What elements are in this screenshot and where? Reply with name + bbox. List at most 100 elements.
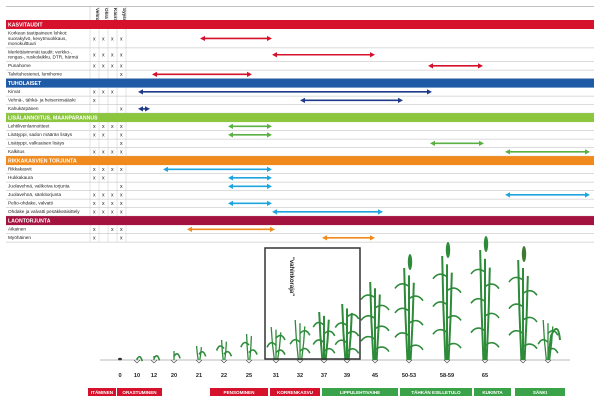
table-row: Lehtilivenlannoitteet x x x x — [6, 122, 594, 131]
growth-stage-number: 20 — [171, 373, 177, 379]
row-label-cont: rengas-, ruskolaikku, DTR, härmä — [8, 55, 78, 60]
timing-arrow — [228, 183, 272, 189]
timing-arrow — [200, 35, 272, 42]
crop-mark: x — [111, 167, 114, 173]
crop-mark: x — [120, 193, 123, 199]
svg-text:PENSOMINEN: PENSOMINEN — [224, 390, 256, 395]
table-row: Juolavehnä, sänkitorjunta x x x x — [6, 190, 594, 200]
section-title: KASVITAUDIT — [8, 22, 43, 28]
column-label: Vehnä — [95, 8, 100, 22]
growth-stage-number: 65 — [482, 373, 488, 379]
section-title: RIKKAKASVIEN TORJUNTA — [8, 159, 77, 165]
row-label: Hukkakaura — [8, 175, 33, 180]
crop-mark: x — [120, 227, 123, 233]
crop-mark: x — [120, 64, 123, 70]
wheat-plant — [470, 236, 500, 364]
crop-mark: x — [102, 176, 105, 182]
column-label: Kaura — [113, 8, 118, 21]
wheat-plant — [266, 326, 286, 364]
crop-mark: x — [93, 124, 96, 130]
crop-mark: x — [120, 150, 123, 156]
wheat-plant — [432, 242, 462, 364]
timing-arrow — [272, 209, 383, 215]
crop-mark: x — [111, 210, 114, 216]
section-title: LISÄLANNOITUS, MAANPARANNUS — [8, 115, 98, 122]
table-row: Merkittävimmät taudit: verkko-,rengas-, … — [6, 47, 594, 62]
svg-text:ITÄMINEN: ITÄMINEN — [91, 389, 114, 395]
wheat-plant — [170, 351, 181, 364]
table-row: Rikkakasvit x x x x — [6, 165, 594, 174]
crop-mark: x — [102, 201, 105, 207]
row-label: Kalkitus — [8, 149, 25, 154]
column-label: Syysviljat — [122, 8, 127, 30]
table-row: Aikainen x x x — [6, 225, 594, 234]
table-row: Kirvat x x x — [6, 87, 594, 97]
phase-label: ITÄMINEN — [88, 388, 116, 396]
crop-mark: x — [93, 176, 96, 182]
phase-label: ORASTUMINEN — [117, 388, 162, 396]
row-label: Rikkakasvit — [8, 167, 32, 172]
crop-mark: x — [93, 227, 96, 233]
table-row: Juolavehnä, valikoiva torjunta x — [6, 182, 594, 191]
phase-label: LIPPULEHTIVAIHE — [322, 388, 398, 396]
crop-mark: x — [102, 193, 105, 199]
timing-arrow — [163, 166, 272, 172]
row-label: Juolavehnä, valikoiva torjunta — [8, 184, 70, 189]
wheat-plant — [508, 246, 538, 364]
table-row: Punahome x x x x — [6, 61, 594, 71]
timing-arrows — [138, 35, 590, 241]
growth-stage-number: 12 — [151, 373, 157, 379]
crop-mark: x — [111, 124, 114, 130]
crop-mark: x — [102, 210, 105, 216]
crop-mark: x — [102, 53, 105, 59]
svg-text:KORRENKASVU: KORRENKASVU — [277, 390, 314, 395]
crop-mark: x — [120, 210, 123, 216]
crop-mark: x — [93, 98, 96, 104]
crop-mark: x — [120, 184, 123, 190]
crop-mark: x — [93, 201, 96, 207]
row-label: Punahome — [8, 63, 31, 68]
table-row: Korkean tautipaineen lohkot:suorakylvö, … — [6, 29, 594, 49]
growth-stage-number: 31 — [273, 373, 279, 379]
crop-mark: x — [93, 36, 96, 42]
timing-arrow — [228, 175, 272, 181]
phase-label: KUKINTA — [474, 388, 511, 396]
growth-stage-numbers: 0 10 12 20 21 22 25 31 32 37 39 45 50-53 58-59 65 — [118, 373, 488, 379]
crop-mark: x — [120, 124, 123, 130]
row-label: Ohdake ja valvatti pesäkkeäisittely — [8, 209, 80, 214]
row-label-cont: suorakylvö, kevytmuokkaus, — [8, 36, 67, 41]
crop-mark: x — [111, 193, 114, 199]
crop-mark: x — [93, 90, 96, 96]
row-label: Juolavehnä, sänkitorjunta — [8, 192, 62, 197]
crop-mark: x — [111, 64, 114, 70]
crop-mark: x — [102, 64, 105, 70]
growth-stage-illustration — [100, 236, 570, 364]
timing-arrow — [138, 106, 150, 112]
crop-mark: x — [93, 64, 96, 70]
timing-arrow — [272, 52, 375, 58]
wheat-plant — [118, 357, 122, 361]
growth-stage-number: 50-53 — [402, 373, 416, 379]
crop-mark: x — [120, 167, 123, 173]
crop-mark: x — [111, 90, 114, 96]
crop-mark: x — [93, 150, 96, 156]
growth-stage-number: 58-59 — [440, 373, 454, 379]
wheat-plant — [360, 281, 390, 364]
section-band — [6, 216, 594, 226]
section-title: LAONTORJUNTA — [8, 219, 51, 225]
row-label: Kahukärpänen — [8, 106, 39, 111]
timing-arrow — [428, 63, 483, 69]
row-label: Kirvat — [8, 89, 21, 94]
svg-text:TÄHKÄN ESILLETULO: TÄHKÄN ESILLETULO — [411, 389, 461, 395]
row-label: Talvituhosienet, lumihome — [8, 72, 62, 77]
row-label: Lehtilivenlannoitteet — [8, 124, 50, 129]
wheat-plant — [334, 303, 360, 364]
timing-arrow — [322, 235, 375, 241]
section-title: TUHOLAISET — [8, 81, 42, 87]
row-label: Lisätyppi, valkuaisen lisäys — [8, 141, 65, 146]
crop-mark: x — [102, 124, 105, 130]
wheat-plant — [150, 355, 161, 364]
